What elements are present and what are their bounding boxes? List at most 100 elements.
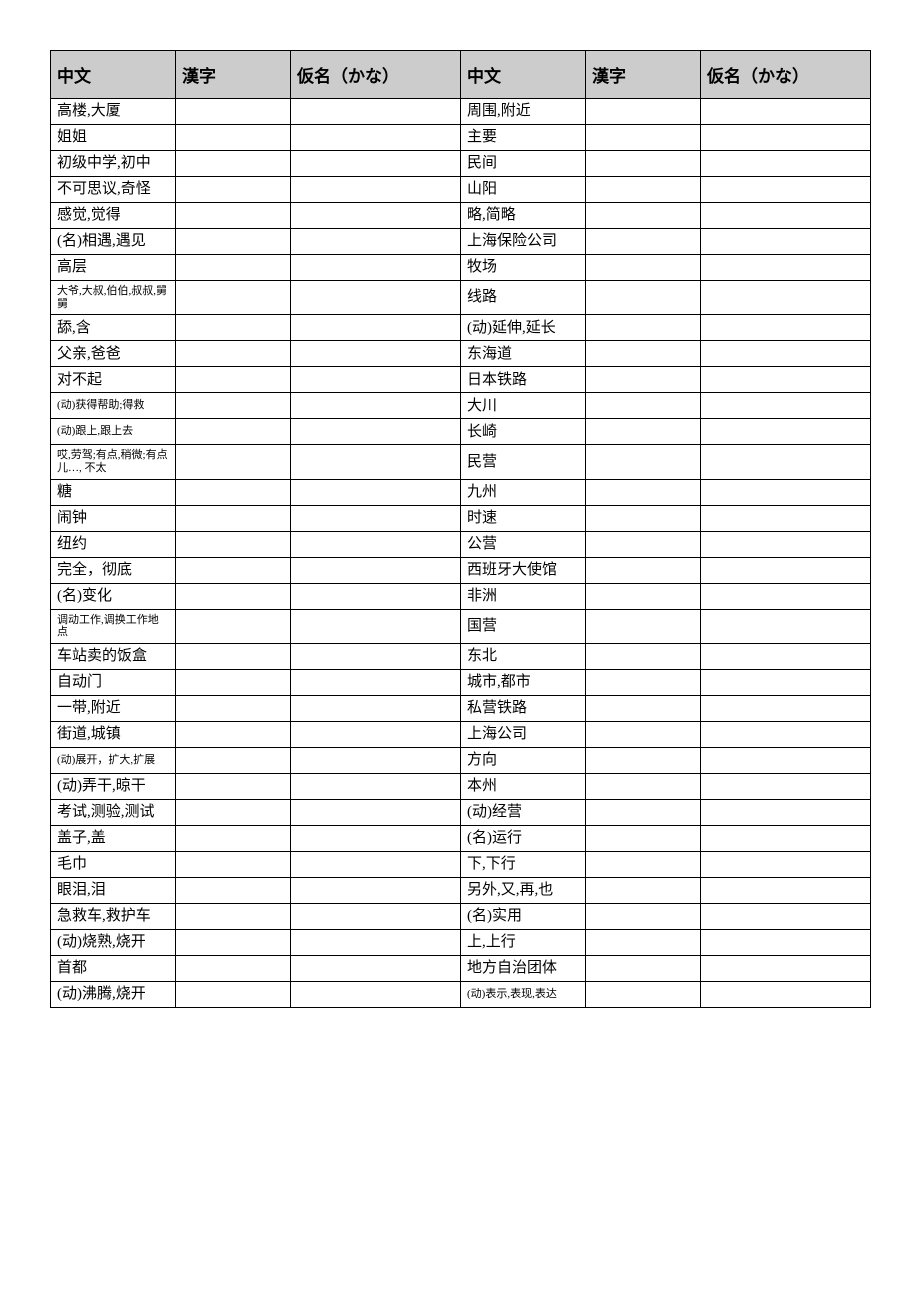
cell-kana-right <box>701 229 871 255</box>
cell-chinese-left: 眼泪,泪 <box>51 877 176 903</box>
cell-kanji-right <box>586 531 701 557</box>
cell-kana-left <box>291 609 461 643</box>
cell-kanji-left <box>176 773 291 799</box>
cell-chinese-left: 哎,劳驾;有点,稍微;有点儿…, 不太 <box>51 445 176 479</box>
cell-kana-right <box>701 479 871 505</box>
cell-chinese-left: 高楼,大厦 <box>51 99 176 125</box>
cell-chinese-left: 盖子,盖 <box>51 825 176 851</box>
cell-kanji-left <box>176 981 291 1007</box>
cell-kanji-left <box>176 609 291 643</box>
cell-chinese-left: 毛巾 <box>51 851 176 877</box>
cell-kanji-left <box>176 955 291 981</box>
cell-chinese-left: 完全，彻底 <box>51 557 176 583</box>
table-row: 毛巾下,下行 <box>51 851 871 877</box>
cell-chinese-right: (名)运行 <box>461 825 586 851</box>
cell-kanji-right <box>586 721 701 747</box>
cell-kanji-right <box>586 341 701 367</box>
cell-kana-left <box>291 643 461 669</box>
cell-kanji-right <box>586 203 701 229</box>
cell-kanji-left <box>176 479 291 505</box>
cell-kana-right <box>701 557 871 583</box>
cell-kanji-left <box>176 929 291 955</box>
cell-kanji-right <box>586 281 701 315</box>
cell-chinese-right: 东海道 <box>461 341 586 367</box>
cell-kana-right <box>701 125 871 151</box>
cell-chinese-right: 东北 <box>461 643 586 669</box>
cell-kanji-right <box>586 419 701 445</box>
table-row: 不可思议,奇怪山阳 <box>51 177 871 203</box>
cell-kanji-right <box>586 255 701 281</box>
cell-kana-left <box>291 479 461 505</box>
cell-kana-right <box>701 393 871 419</box>
cell-kanji-left <box>176 531 291 557</box>
cell-chinese-right: 线路 <box>461 281 586 315</box>
cell-kana-left <box>291 341 461 367</box>
cell-chinese-right: 长崎 <box>461 419 586 445</box>
cell-kana-right <box>701 315 871 341</box>
cell-chinese-right: 大川 <box>461 393 586 419</box>
cell-kanji-left <box>176 419 291 445</box>
cell-chinese-left: 糖 <box>51 479 176 505</box>
cell-chinese-right: 山阳 <box>461 177 586 203</box>
cell-kanji-right <box>586 99 701 125</box>
cell-chinese-right: (动)延伸,延长 <box>461 315 586 341</box>
cell-kana-right <box>701 721 871 747</box>
table-row: (动)弄干,晾干本州 <box>51 773 871 799</box>
cell-kanji-right <box>586 799 701 825</box>
cell-kanji-left <box>176 583 291 609</box>
cell-kana-right <box>701 903 871 929</box>
cell-kanji-right <box>586 583 701 609</box>
cell-chinese-left: (动)获得帮助;得救 <box>51 393 176 419</box>
cell-kanji-left <box>176 177 291 203</box>
cell-chinese-right: 时速 <box>461 505 586 531</box>
cell-kana-left <box>291 445 461 479</box>
cell-kanji-right <box>586 981 701 1007</box>
cell-chinese-right: 西班牙大使馆 <box>461 557 586 583</box>
cell-chinese-left: 大爷,大叔,伯伯,叔叔,舅舅 <box>51 281 176 315</box>
table-row: 姐姐主要 <box>51 125 871 151</box>
table-row: 糖九州 <box>51 479 871 505</box>
table-row: 首都地方自治团体 <box>51 955 871 981</box>
cell-chinese-right: 国营 <box>461 609 586 643</box>
table-row: 车站卖的饭盒东北 <box>51 643 871 669</box>
cell-kanji-left <box>176 393 291 419</box>
table-row: (名)变化非洲 <box>51 583 871 609</box>
cell-chinese-right: 非洲 <box>461 583 586 609</box>
cell-kana-right <box>701 747 871 773</box>
cell-chinese-right: 民间 <box>461 151 586 177</box>
cell-kanji-right <box>586 669 701 695</box>
cell-kanji-right <box>586 151 701 177</box>
cell-kanji-left <box>176 799 291 825</box>
cell-kana-left <box>291 203 461 229</box>
table-row: 感觉,觉得略,简略 <box>51 203 871 229</box>
table-row: 纽约公营 <box>51 531 871 557</box>
table-row: 自动门城市,都市 <box>51 669 871 695</box>
cell-kana-left <box>291 367 461 393</box>
cell-chinese-right: 本州 <box>461 773 586 799</box>
cell-chinese-left: 高层 <box>51 255 176 281</box>
table-row: 父亲,爸爸东海道 <box>51 341 871 367</box>
header-row: 中文 漢字 仮名（かな） 中文 漢字 仮名（かな） <box>51 51 871 99</box>
cell-kanji-left <box>176 877 291 903</box>
cell-kana-left <box>291 825 461 851</box>
cell-chinese-left: (动)烧熟,烧开 <box>51 929 176 955</box>
cell-kanji-right <box>586 851 701 877</box>
cell-kanji-right <box>586 609 701 643</box>
cell-kanji-left <box>176 643 291 669</box>
cell-kana-right <box>701 669 871 695</box>
cell-chinese-right: 略,简略 <box>461 203 586 229</box>
cell-chinese-left: 一带,附近 <box>51 695 176 721</box>
cell-chinese-right: 上,上行 <box>461 929 586 955</box>
cell-kana-left <box>291 799 461 825</box>
cell-kana-left <box>291 419 461 445</box>
cell-kana-left <box>291 255 461 281</box>
cell-kanji-right <box>586 479 701 505</box>
cell-kanji-left <box>176 825 291 851</box>
cell-kanji-left <box>176 747 291 773</box>
cell-kanji-left <box>176 445 291 479</box>
cell-kanji-right <box>586 393 701 419</box>
table-row: 眼泪,泪另外,又,再,也 <box>51 877 871 903</box>
cell-kanji-right <box>586 125 701 151</box>
cell-kanji-left <box>176 203 291 229</box>
cell-kana-left <box>291 125 461 151</box>
